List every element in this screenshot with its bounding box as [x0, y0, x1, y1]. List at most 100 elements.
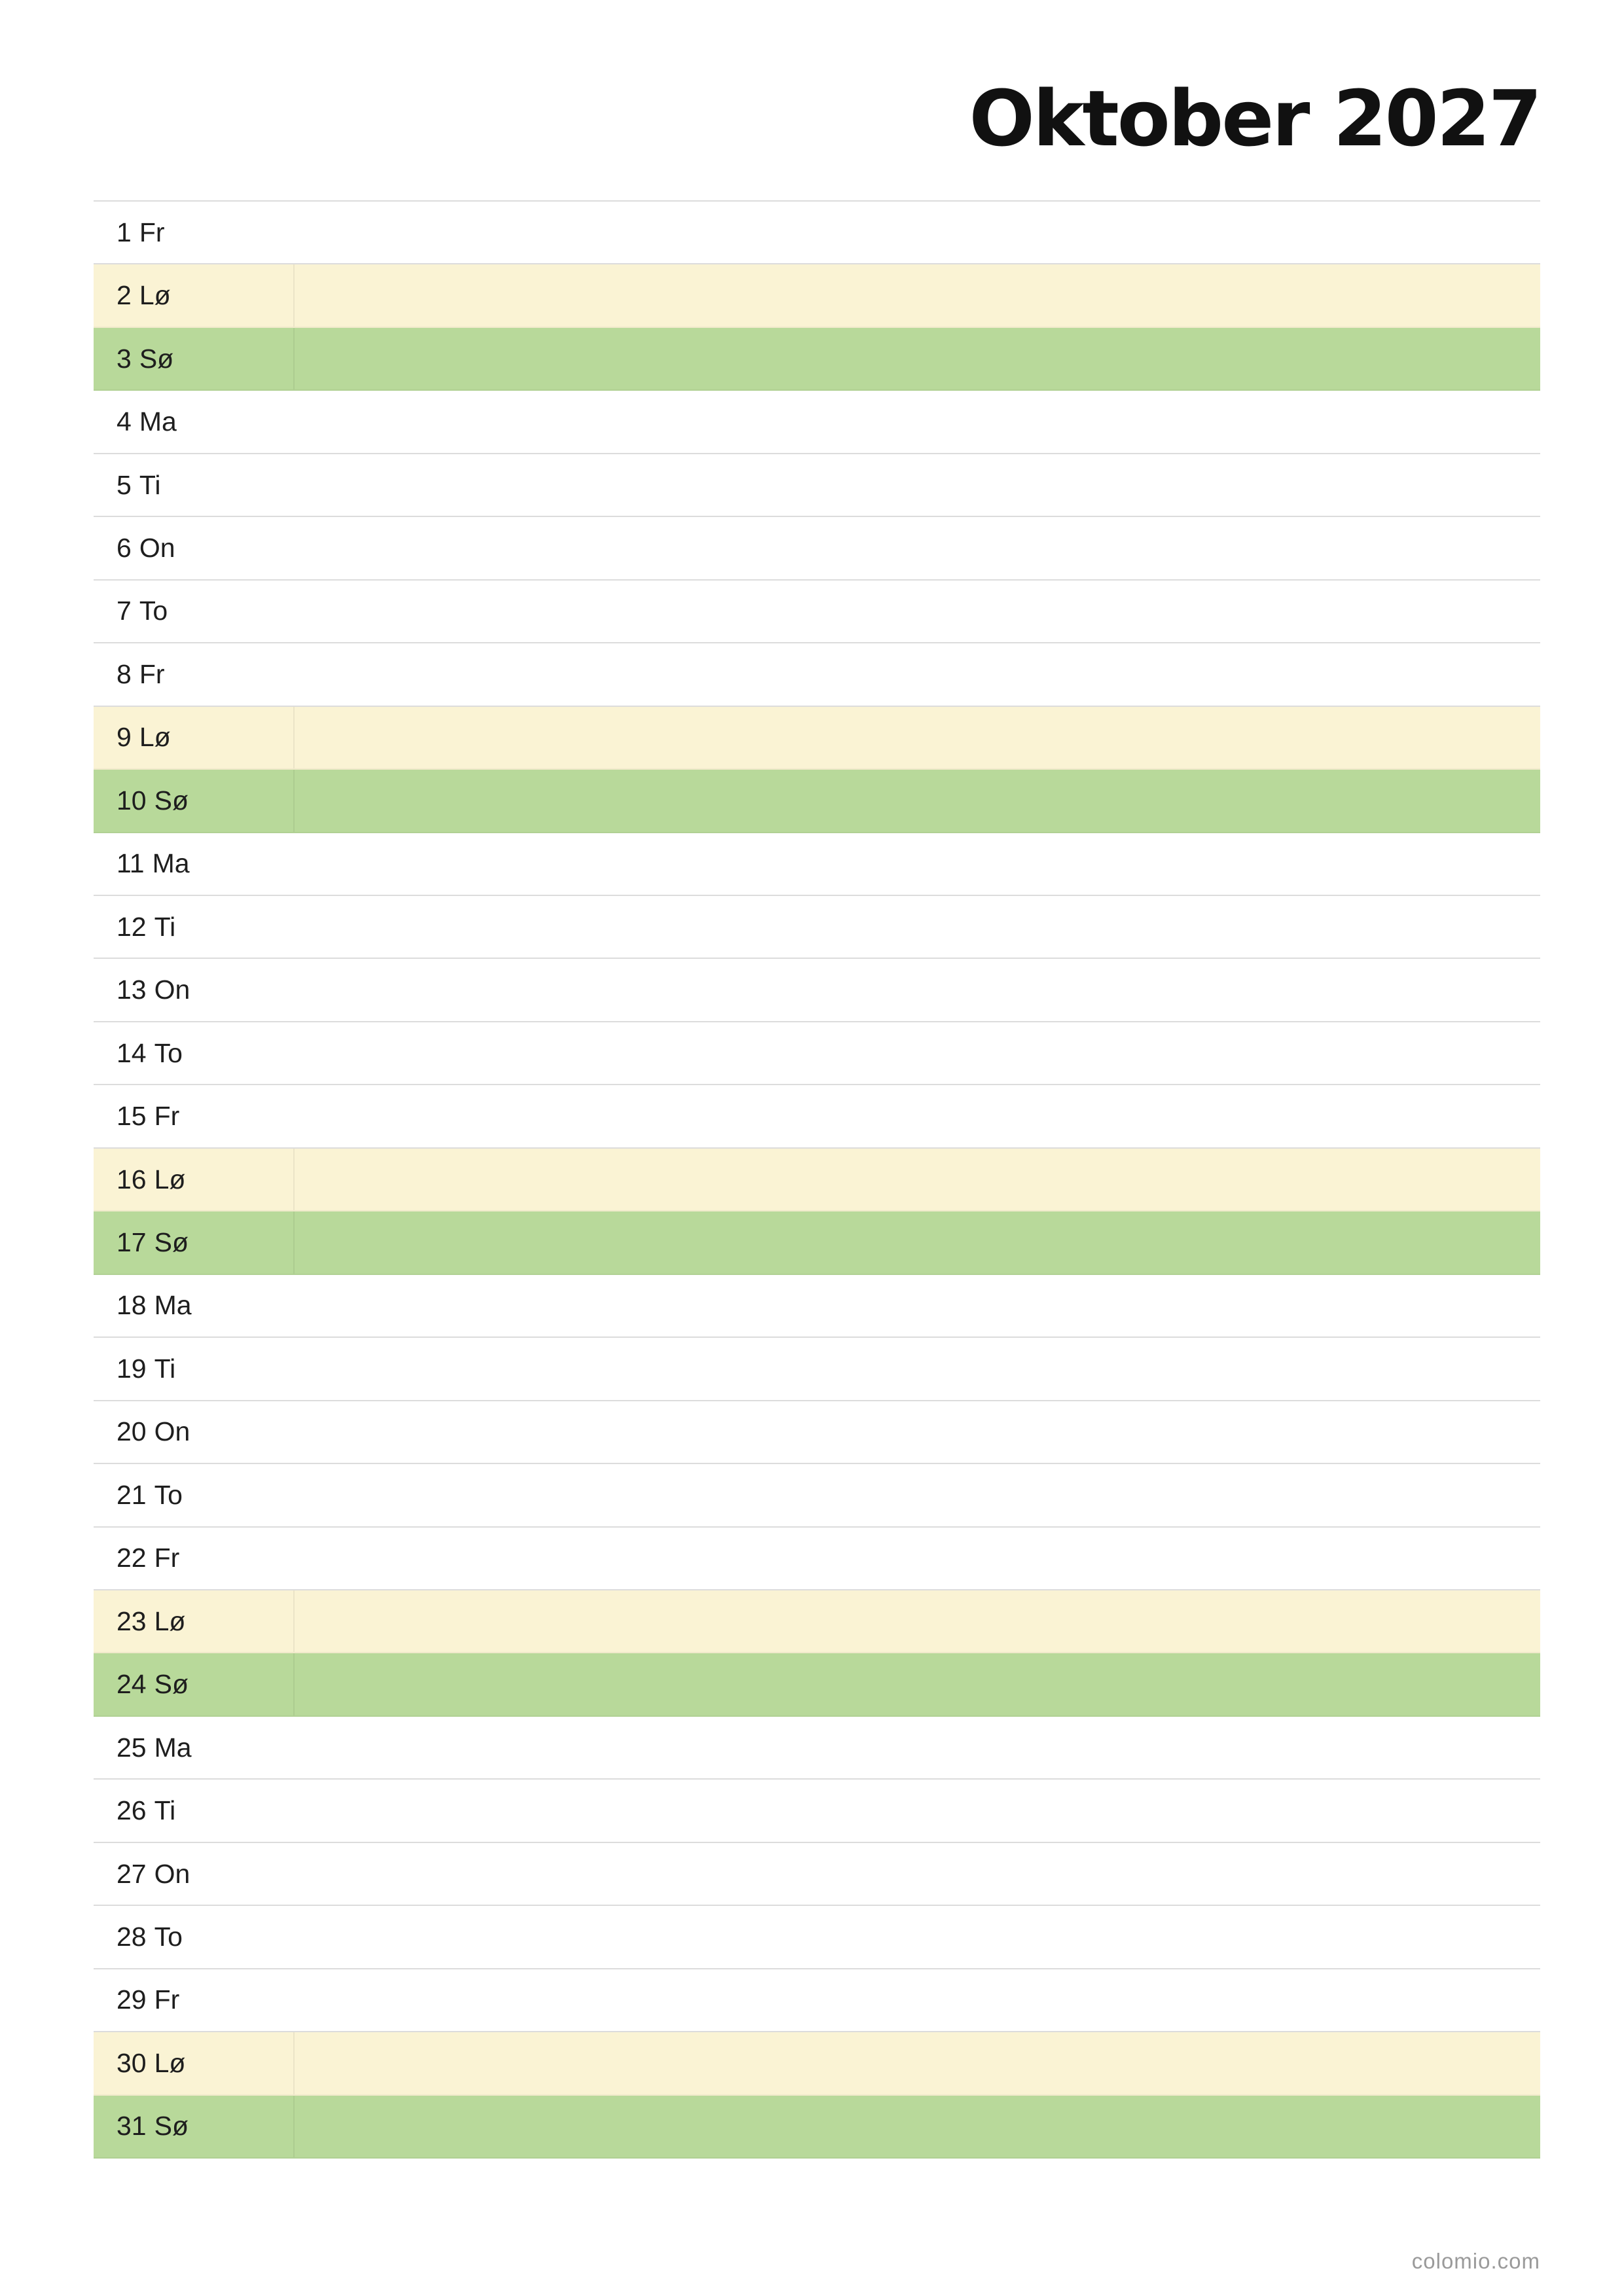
weekday-abbrev: Lø — [154, 1605, 186, 1636]
weekday-abbrev: Lø — [154, 1164, 186, 1194]
day-number: 12 — [117, 911, 147, 942]
day-label: 13 On — [94, 959, 295, 1020]
day-row: 4 Ma — [94, 391, 1540, 454]
weekday-abbrev: Fr — [154, 1101, 180, 1132]
day-row: 26 Ti — [94, 1780, 1540, 1843]
day-label: 2 Lø — [94, 264, 295, 327]
day-row: 24 Sø — [94, 1653, 1540, 1717]
day-number: 2 — [117, 280, 132, 311]
day-label: 5 Ti — [94, 454, 295, 516]
day-note-area — [295, 391, 1540, 452]
weekday-abbrev: Fr — [139, 658, 165, 689]
day-number: 6 — [117, 532, 132, 563]
day-note-area — [295, 1022, 1540, 1084]
weekday-abbrev: Sø — [154, 2111, 189, 2142]
day-label: 10 Sø — [94, 770, 295, 832]
weekday-abbrev: On — [154, 1416, 190, 1447]
day-row: 18 Ma — [94, 1274, 1540, 1338]
weekday-abbrev: Ma — [154, 1290, 192, 1321]
day-row: 7 To — [94, 580, 1540, 644]
day-number: 8 — [117, 658, 132, 689]
day-row: 17 Sø — [94, 1211, 1540, 1275]
day-number: 20 — [117, 1416, 147, 1447]
day-row: 30 Lø — [94, 2032, 1540, 2096]
weekday-abbrev: On — [154, 975, 190, 1005]
day-number: 10 — [117, 785, 147, 816]
day-note-area — [295, 1149, 1540, 1210]
day-note-area — [295, 517, 1540, 579]
day-row: 12 Ti — [94, 895, 1540, 960]
day-row: 2 Lø — [94, 264, 1540, 328]
day-row: 13 On — [94, 959, 1540, 1022]
day-number: 14 — [117, 1037, 147, 1068]
day-number: 30 — [117, 2047, 147, 2078]
day-label: 1 Fr — [94, 202, 295, 263]
day-number: 3 — [117, 343, 132, 374]
day-row: 21 To — [94, 1464, 1540, 1528]
day-row: 19 Ti — [94, 1338, 1540, 1401]
weekday-abbrev: Lø — [139, 280, 171, 311]
weekday-abbrev: Lø — [139, 722, 171, 753]
day-note-area — [295, 2032, 1540, 2094]
day-number: 15 — [117, 1101, 147, 1132]
weekday-abbrev: Fr — [154, 1543, 180, 1573]
day-number: 5 — [117, 469, 132, 500]
day-label: 14 To — [94, 1022, 295, 1084]
day-note-area — [295, 896, 1540, 958]
day-row: 10 Sø — [94, 770, 1540, 833]
day-row: 28 To — [94, 1906, 1540, 1969]
weekday-abbrev: To — [154, 1479, 183, 1510]
day-note-area — [295, 1590, 1540, 1652]
day-number: 23 — [117, 1605, 147, 1636]
weekday-abbrev: Sø — [139, 343, 174, 374]
day-row: 15 Fr — [94, 1085, 1540, 1149]
day-label: 7 To — [94, 581, 295, 642]
weekday-abbrev: Sø — [154, 1227, 189, 1257]
weekday-abbrev: Ti — [154, 1795, 176, 1826]
day-number: 26 — [117, 1795, 147, 1826]
day-row: 1 Fr — [94, 202, 1540, 265]
day-row: 22 Fr — [94, 1527, 1540, 1590]
day-label: 8 Fr — [94, 643, 295, 705]
day-label: 18 Ma — [94, 1275, 295, 1336]
day-note-area — [295, 2096, 1540, 2157]
day-label: 9 Lø — [94, 706, 295, 769]
day-label: 31 Sø — [94, 2095, 295, 2158]
day-number: 1 — [117, 217, 132, 247]
day-note-area — [295, 1211, 1540, 1273]
day-label: 21 To — [94, 1464, 295, 1526]
day-row: 14 To — [94, 1022, 1540, 1086]
weekday-abbrev: Ma — [139, 406, 177, 437]
day-row: 9 Lø — [94, 706, 1540, 770]
page-title: Oktober 2027 — [969, 73, 1542, 164]
day-number: 19 — [117, 1353, 147, 1384]
day-row: 8 Fr — [94, 643, 1540, 707]
day-row: 31 Sø — [94, 2095, 1540, 2159]
day-row: 11 Ma — [94, 833, 1540, 896]
day-label: 29 Fr — [94, 1969, 295, 2031]
day-note-area — [295, 1969, 1540, 2031]
day-note-area — [295, 264, 1540, 326]
day-number: 31 — [117, 2111, 147, 2142]
day-number: 11 — [117, 848, 145, 879]
day-number: 28 — [117, 1921, 147, 1952]
weekday-abbrev: To — [139, 596, 168, 626]
day-label: 27 On — [94, 1843, 295, 1905]
day-number: 7 — [117, 596, 132, 626]
day-number: 4 — [117, 406, 132, 437]
weekday-abbrev: To — [154, 1921, 183, 1952]
month-day-list: 1 Fr 2 Lø 3 Sø 4 Ma 5 Ti 6 On 7 To 8 Fr 9 Lø 10 Sø 11 Ma 12 Ti 1… — [94, 200, 1540, 2159]
day-row: 27 On — [94, 1842, 1540, 1907]
day-label: 20 On — [94, 1401, 295, 1463]
day-note-area — [295, 1464, 1540, 1526]
day-number: 18 — [117, 1290, 147, 1321]
weekday-abbrev: Ti — [154, 1353, 176, 1384]
day-number: 21 — [117, 1479, 147, 1510]
day-label: 26 Ti — [94, 1780, 295, 1841]
day-row: 23 Lø — [94, 1590, 1540, 1654]
day-number: 25 — [117, 1732, 147, 1763]
day-label: 3 Sø — [94, 327, 295, 390]
day-number: 29 — [117, 1984, 147, 2015]
day-label: 24 Sø — [94, 1653, 295, 1715]
day-label: 30 Lø — [94, 2032, 295, 2094]
